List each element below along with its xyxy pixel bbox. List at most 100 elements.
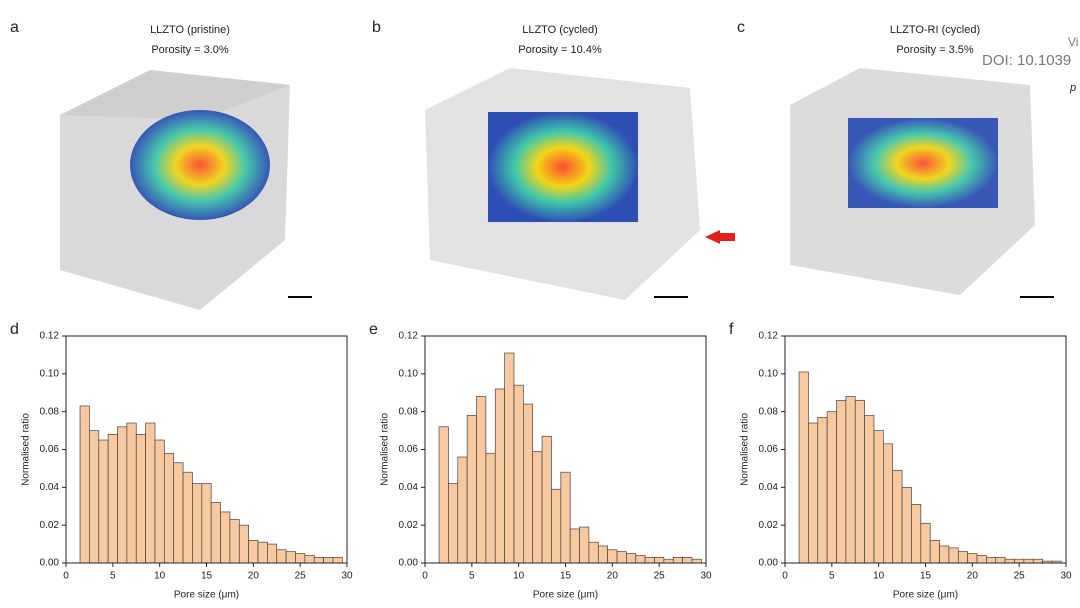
bar	[173, 462, 184, 564]
y-tick-label: 0.06	[40, 444, 60, 455]
x-tick-label: 5	[110, 571, 116, 582]
bar	[836, 399, 847, 564]
bar	[313, 556, 324, 564]
bar	[332, 556, 343, 564]
bar	[911, 504, 922, 564]
bar	[967, 553, 978, 564]
bar	[285, 551, 296, 564]
panel-letter: e	[369, 321, 378, 338]
x-tick-label: 10	[873, 571, 885, 582]
bar	[644, 556, 655, 564]
arrow	[705, 230, 735, 244]
y-tick-label: 0.00	[40, 558, 60, 569]
y-tick-label: 0.08	[399, 406, 419, 417]
bar	[588, 541, 599, 564]
bar	[854, 399, 865, 564]
bar	[569, 528, 580, 564]
bar	[154, 439, 165, 564]
bar	[826, 411, 837, 564]
y-tick-label: 0.10	[399, 368, 419, 379]
bar	[126, 422, 137, 564]
bar	[1014, 558, 1025, 564]
x-tick-label: 10	[513, 571, 525, 582]
watermark: p	[1069, 82, 1076, 94]
panel-letter: d	[10, 321, 19, 338]
bar	[663, 558, 674, 564]
bar	[873, 430, 884, 564]
bar	[654, 556, 665, 564]
bar	[682, 556, 693, 564]
bar	[920, 522, 931, 564]
x-tick-label: 0	[422, 571, 428, 582]
y-tick-label: 0.04	[399, 482, 419, 493]
bar	[135, 434, 146, 564]
panel-letter: a	[10, 19, 19, 36]
x-tick-label: 20	[248, 571, 260, 582]
bar	[532, 451, 543, 564]
x-tick-label: 15	[920, 571, 932, 582]
panel-title: LLZTO (cycled)	[522, 24, 598, 36]
x-tick-label: 10	[154, 571, 166, 582]
x-axis-label: Pore size (μm)	[893, 590, 958, 601]
bar	[551, 488, 562, 564]
pore-render	[488, 112, 638, 222]
bar	[79, 405, 90, 564]
y-tick-label: 0.02	[399, 520, 419, 531]
x-axis-label: Pore size (μm)	[533, 590, 598, 601]
y-tick-label: 0.12	[759, 331, 779, 342]
bar	[560, 471, 571, 564]
bar	[229, 519, 240, 564]
bar	[892, 469, 903, 564]
y-tick-label: 0.10	[40, 368, 60, 379]
bar	[276, 549, 287, 564]
bar	[995, 556, 1006, 564]
y-tick-label: 0.06	[399, 444, 419, 455]
bar	[1004, 558, 1015, 564]
y-tick-label: 0.12	[40, 331, 60, 342]
pore-render	[130, 110, 270, 220]
x-tick-label: 25	[654, 571, 666, 582]
bar	[901, 486, 912, 564]
bar	[597, 545, 608, 564]
bar	[976, 555, 987, 564]
bar	[476, 396, 487, 564]
bar	[939, 545, 950, 564]
panel-letter: c	[737, 19, 745, 36]
watermark: DOI: 10.1039	[982, 52, 1071, 69]
x-tick-label: 20	[607, 571, 619, 582]
y-tick-label: 0.04	[759, 482, 779, 493]
y-tick-label: 0.00	[759, 558, 779, 569]
bar	[616, 551, 627, 564]
panel-subtitle: Porosity = 3.5%	[896, 44, 974, 56]
pore-render	[848, 118, 998, 208]
bar	[107, 434, 118, 564]
y-axis-label: Normalised ratio	[380, 413, 391, 486]
bar	[579, 526, 590, 564]
bar	[948, 547, 959, 564]
bar	[1032, 558, 1043, 564]
bar	[438, 426, 449, 564]
x-tick-label: 0	[782, 571, 788, 582]
x-tick-label: 5	[469, 571, 475, 582]
bar	[98, 439, 109, 564]
bar	[304, 555, 315, 564]
bar	[267, 543, 278, 564]
bar	[485, 452, 496, 564]
x-tick-label: 15	[560, 571, 572, 582]
bar	[238, 524, 250, 564]
bar	[248, 539, 259, 564]
bar	[635, 555, 646, 564]
bar	[513, 384, 524, 564]
x-tick-label: 30	[341, 571, 353, 582]
x-tick-label: 25	[1014, 571, 1026, 582]
panel-subtitle: Porosity = 3.0%	[151, 44, 229, 56]
bar	[817, 416, 828, 564]
bar	[89, 430, 100, 564]
y-tick-label: 0.08	[40, 406, 60, 417]
image-area	[60, 68, 1054, 310]
y-tick-label: 0.06	[759, 444, 779, 455]
watermark: Vi	[1068, 35, 1078, 49]
bar	[494, 388, 505, 564]
panel-title: LLZTO-RI (cycled)	[890, 24, 980, 36]
bar	[541, 435, 552, 564]
